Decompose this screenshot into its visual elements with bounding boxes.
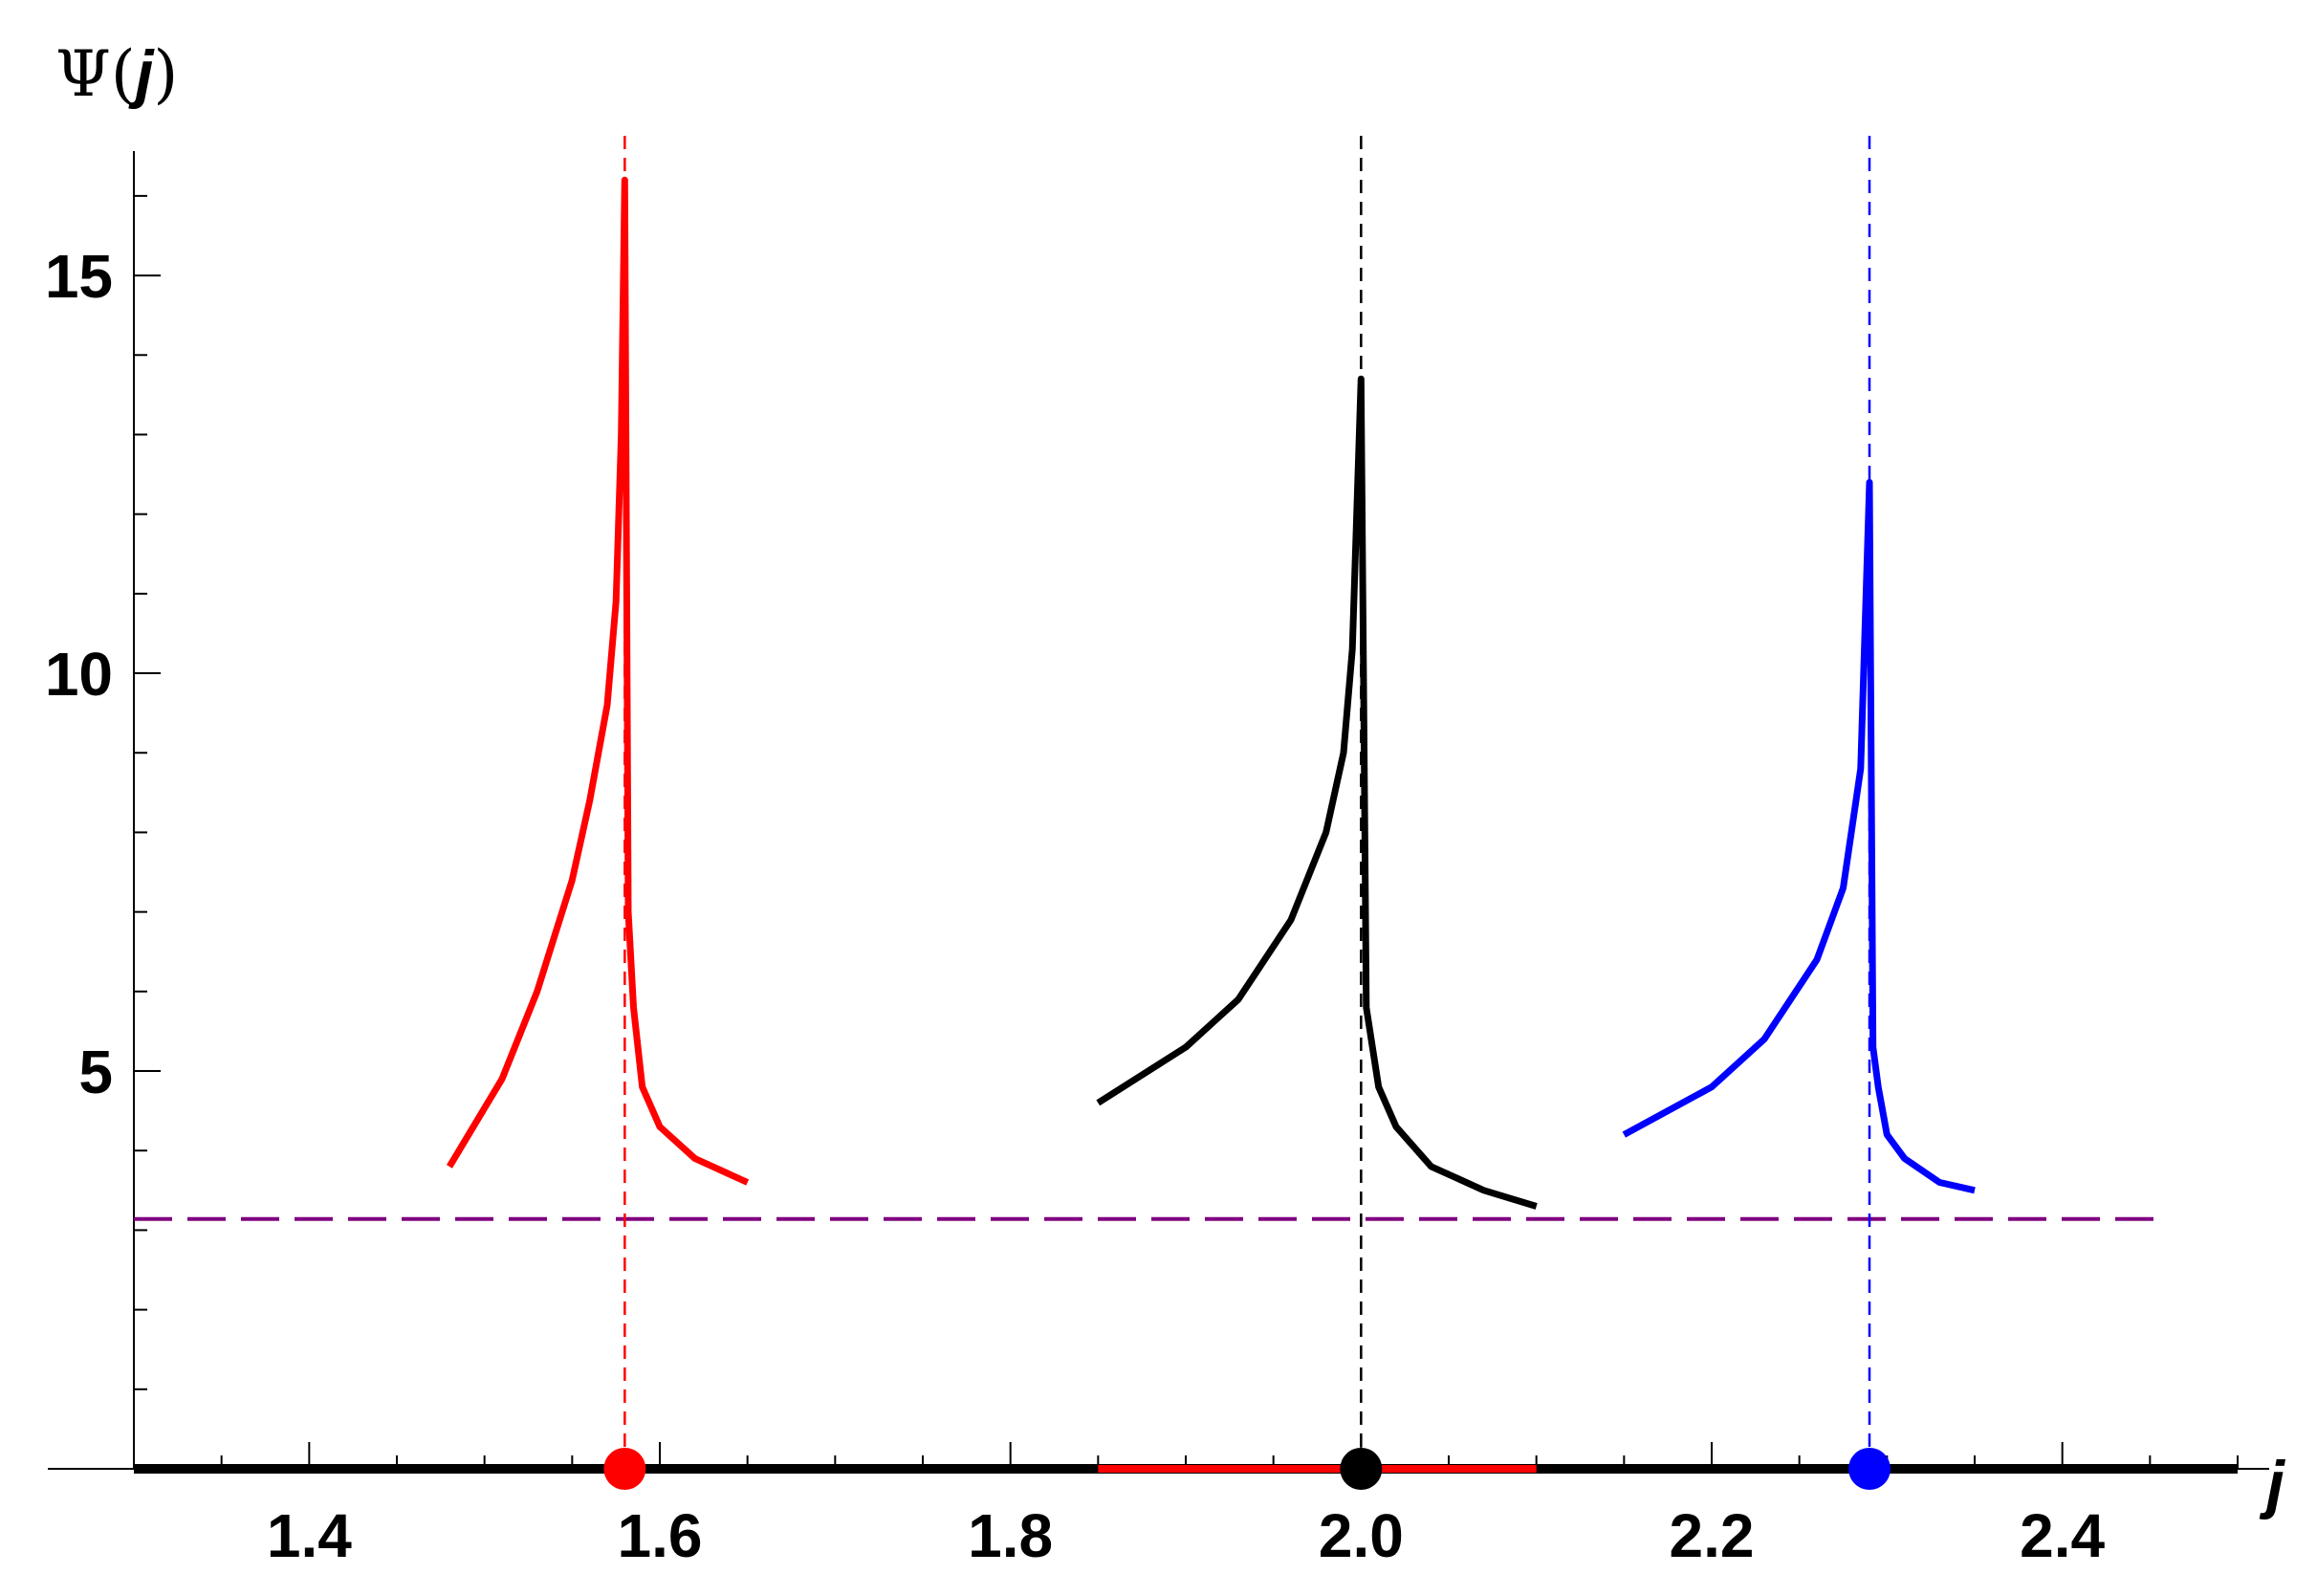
markers-group	[603, 1448, 1891, 1490]
point-marker	[1848, 1448, 1891, 1490]
y-axis-title: Ψ(j)	[55, 37, 178, 111]
axes	[133, 151, 2239, 1469]
point-marker	[603, 1448, 646, 1490]
y-tick-label: 15	[45, 242, 113, 311]
x-tick-label: 1.6	[618, 1501, 703, 1570]
series-group	[446, 176, 1976, 1210]
x-axis-title: j	[2259, 1448, 2286, 1520]
y-tick-label: 5	[78, 1038, 113, 1106]
series-line	[446, 176, 750, 1186]
x-tick-label: 2.4	[2020, 1501, 2105, 1570]
x-tick-label: 2.2	[1670, 1501, 1755, 1570]
series-line	[1096, 375, 1538, 1210]
x-tick-label: 2.0	[1319, 1501, 1404, 1570]
point-marker	[1340, 1448, 1383, 1490]
x-tick-label: 1.8	[968, 1501, 1053, 1570]
y-axis-title-symbol: Ψ(	[55, 37, 136, 111]
series-line	[1622, 478, 1976, 1194]
y-tick-label: 10	[45, 640, 113, 709]
x-tick-labels: 1.4 1.6 1.8 2.0 2.2 2.4	[267, 1501, 2106, 1570]
y-axis-title-close: )	[154, 37, 179, 111]
x-tick-label: 1.4	[267, 1501, 352, 1570]
y-tick-labels: 5 10 15	[45, 242, 113, 1106]
